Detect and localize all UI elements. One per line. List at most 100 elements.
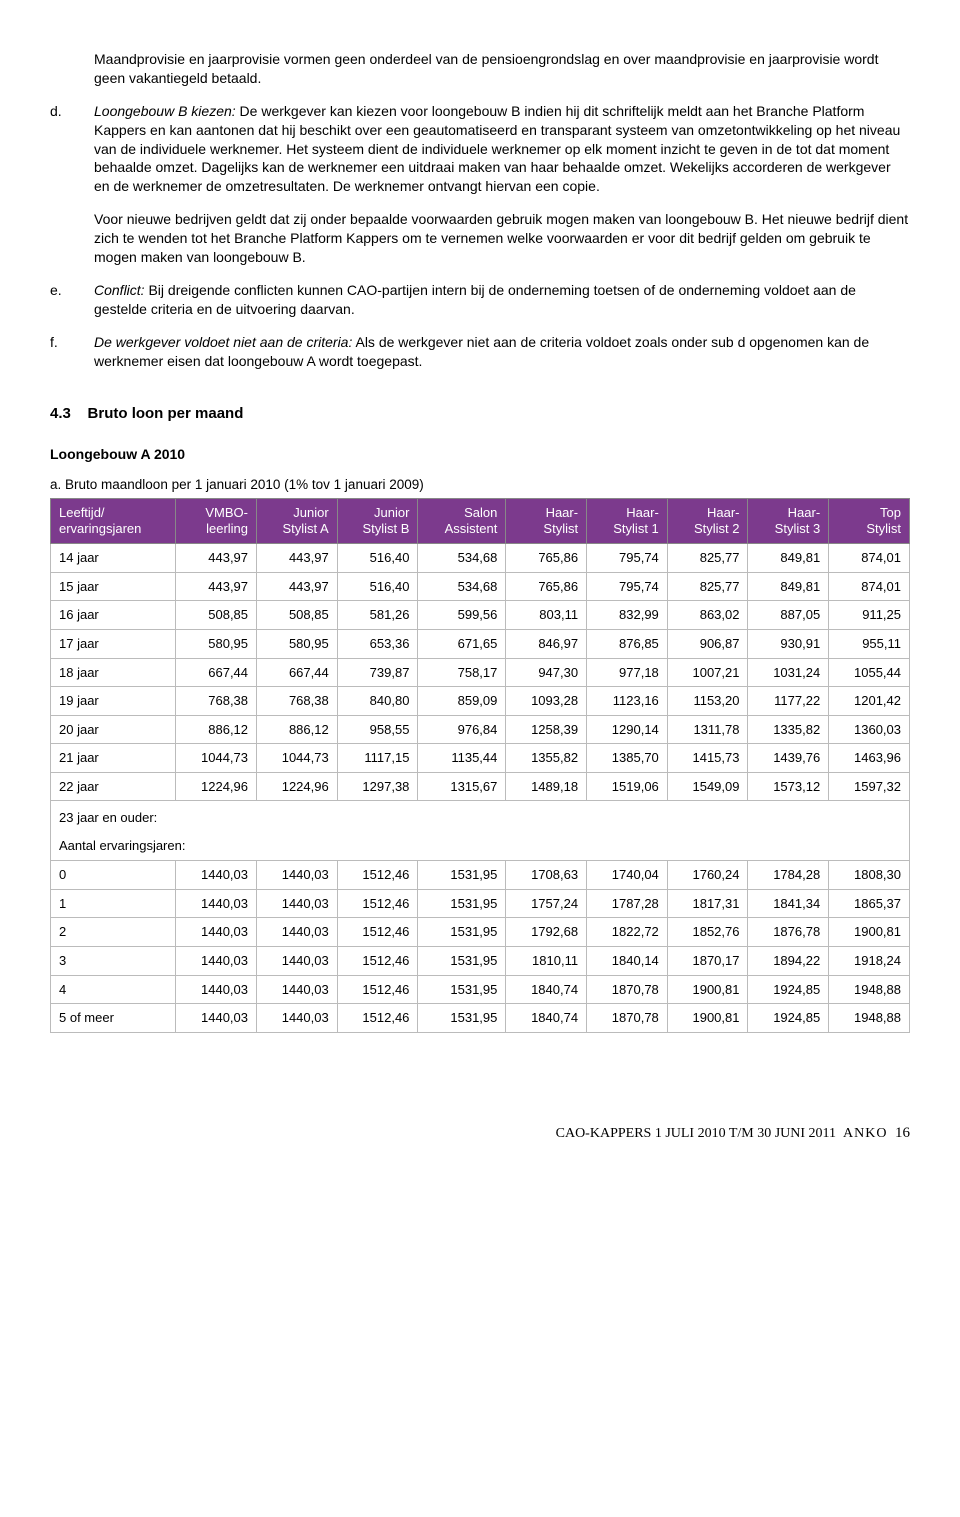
table-cell: 1315,67 [418, 772, 506, 801]
table-row: 20 jaar886,12886,12958,55976,841258,3912… [51, 715, 910, 744]
table-cell: 1924,85 [748, 1004, 829, 1033]
table-cell: 0 [51, 861, 176, 890]
table-cell: 5 of meer [51, 1004, 176, 1033]
table-cell: 1153,20 [667, 687, 748, 716]
table-cell: 1792,68 [506, 918, 587, 947]
table-cell: 1031,24 [748, 658, 829, 687]
table-cell: 1512,46 [337, 918, 418, 947]
table-cell: 1297,38 [337, 772, 418, 801]
exp-label-1: 23 jaar en ouder: [51, 801, 910, 832]
table-cell: 1440,03 [176, 946, 257, 975]
table-cell: 1817,31 [667, 889, 748, 918]
table-cell: 840,80 [337, 687, 418, 716]
table-cell: 1512,46 [337, 946, 418, 975]
table-cell: 765,86 [506, 544, 587, 573]
table-cell: 1290,14 [587, 715, 668, 744]
table-cell: 1708,63 [506, 861, 587, 890]
table-cell: 1840,74 [506, 1004, 587, 1033]
table-cell: 1787,28 [587, 889, 668, 918]
table-cell: 1841,34 [748, 889, 829, 918]
body-f: De werkgever voldoet niet aan de criteri… [94, 333, 910, 371]
table-cell: 825,77 [667, 544, 748, 573]
table-cell: 947,30 [506, 658, 587, 687]
table-cell: 1597,32 [829, 772, 910, 801]
table-cell: 876,85 [587, 629, 668, 658]
table-cell: 1531,95 [418, 1004, 506, 1033]
table-cell: 1948,88 [829, 1004, 910, 1033]
table-cell: 1007,21 [667, 658, 748, 687]
table-cell: 977,18 [587, 658, 668, 687]
table-cell: 1760,24 [667, 861, 748, 890]
table-cell: 443,97 [176, 572, 257, 601]
table-cell: 1531,95 [418, 975, 506, 1004]
table-cell: 859,09 [418, 687, 506, 716]
lead-f: De werkgever voldoet niet aan de criteri… [94, 334, 352, 350]
table-cell: 1463,96 [829, 744, 910, 773]
section-number: 4.3 [50, 405, 71, 422]
table-cell: 4 [51, 975, 176, 1004]
table-cell: 768,38 [176, 687, 257, 716]
table-cell: 863,02 [667, 601, 748, 630]
marker-e: e. [50, 281, 94, 319]
footer-text: CAO-KAPPERS 1 JULI 2010 T/M 30 JUNI 2011 [556, 1126, 836, 1141]
table-cell: 508,85 [176, 601, 257, 630]
table-cell: 1055,44 [829, 658, 910, 687]
table-header-cell: Haar-Stylist 3 [748, 498, 829, 544]
table-cell: 667,44 [257, 658, 338, 687]
table-cell: 1440,03 [176, 861, 257, 890]
table-row: 41440,031440,031512,461531,951840,741870… [51, 975, 910, 1004]
table-cell: 976,84 [418, 715, 506, 744]
table-cell: 832,99 [587, 601, 668, 630]
table-cell: 1865,37 [829, 889, 910, 918]
table-cell: 1440,03 [176, 918, 257, 947]
table-cell: 19 jaar [51, 687, 176, 716]
table-cell: 581,26 [337, 601, 418, 630]
table-cell: 1440,03 [176, 889, 257, 918]
table-header-cell: JuniorStylist A [257, 498, 338, 544]
table-cell: 22 jaar [51, 772, 176, 801]
table-cell: 1512,46 [337, 889, 418, 918]
table-cell: 1519,06 [587, 772, 668, 801]
table-cell: 1808,30 [829, 861, 910, 890]
table-cell: 1440,03 [257, 975, 338, 1004]
section-title: Bruto loon per maand [88, 405, 244, 422]
body-e: Conflict: Bij dreigende conflicten kunne… [94, 281, 910, 319]
table-row: 31440,031440,031512,461531,951810,111840… [51, 946, 910, 975]
paragraph-d-sub: Voor nieuwe bedrijven geldt dat zij onde… [94, 210, 910, 267]
table-row: 21 jaar1044,731044,731117,151135,441355,… [51, 744, 910, 773]
table-row: 16 jaar508,85508,85581,26599,56803,11832… [51, 601, 910, 630]
table-cell: 516,40 [337, 572, 418, 601]
table-row: 17 jaar580,95580,95653,36671,65846,97876… [51, 629, 910, 658]
exp-label-row: 23 jaar en ouder: [51, 801, 910, 832]
table-cell: 1900,81 [667, 975, 748, 1004]
table-cell: 930,91 [748, 629, 829, 658]
table-cell: 849,81 [748, 572, 829, 601]
table-cell: 906,87 [667, 629, 748, 658]
table-cell: 516,40 [337, 544, 418, 573]
table-cell: 534,68 [418, 544, 506, 573]
table-cell: 1870,78 [587, 1004, 668, 1033]
table-cell: 580,95 [257, 629, 338, 658]
wage-table: Leeftijd/ervaringsjarenVMBO-leerlingJuni… [50, 498, 910, 1033]
table-cell: 795,74 [587, 572, 668, 601]
table-cell: 874,01 [829, 572, 910, 601]
body-d: Loongebouw B kiezen: De werkgever kan ki… [94, 102, 910, 196]
section-heading: 4.3 Bruto loon per maand [50, 404, 910, 424]
table-cell: 1740,04 [587, 861, 668, 890]
table-cell: 17 jaar [51, 629, 176, 658]
table-cell: 671,65 [418, 629, 506, 658]
table-cell: 1 [51, 889, 176, 918]
page-footer: CAO-KAPPERS 1 JULI 2010 T/M 30 JUNI 2011… [50, 1123, 910, 1144]
table-cell: 443,97 [176, 544, 257, 573]
table-cell: 955,11 [829, 629, 910, 658]
table-cell: 1852,76 [667, 918, 748, 947]
table-cell: 1439,76 [748, 744, 829, 773]
table-row: 18 jaar667,44667,44739,87758,17947,30977… [51, 658, 910, 687]
table-row: 11440,031440,031512,461531,951757,241787… [51, 889, 910, 918]
table-cell: 508,85 [257, 601, 338, 630]
lead-d: Loongebouw B kiezen: [94, 103, 236, 119]
table-cell: 1784,28 [748, 861, 829, 890]
exp-label-row: Aantal ervaringsjaren: [51, 832, 910, 861]
table-cell: 15 jaar [51, 572, 176, 601]
table-cell: 18 jaar [51, 658, 176, 687]
